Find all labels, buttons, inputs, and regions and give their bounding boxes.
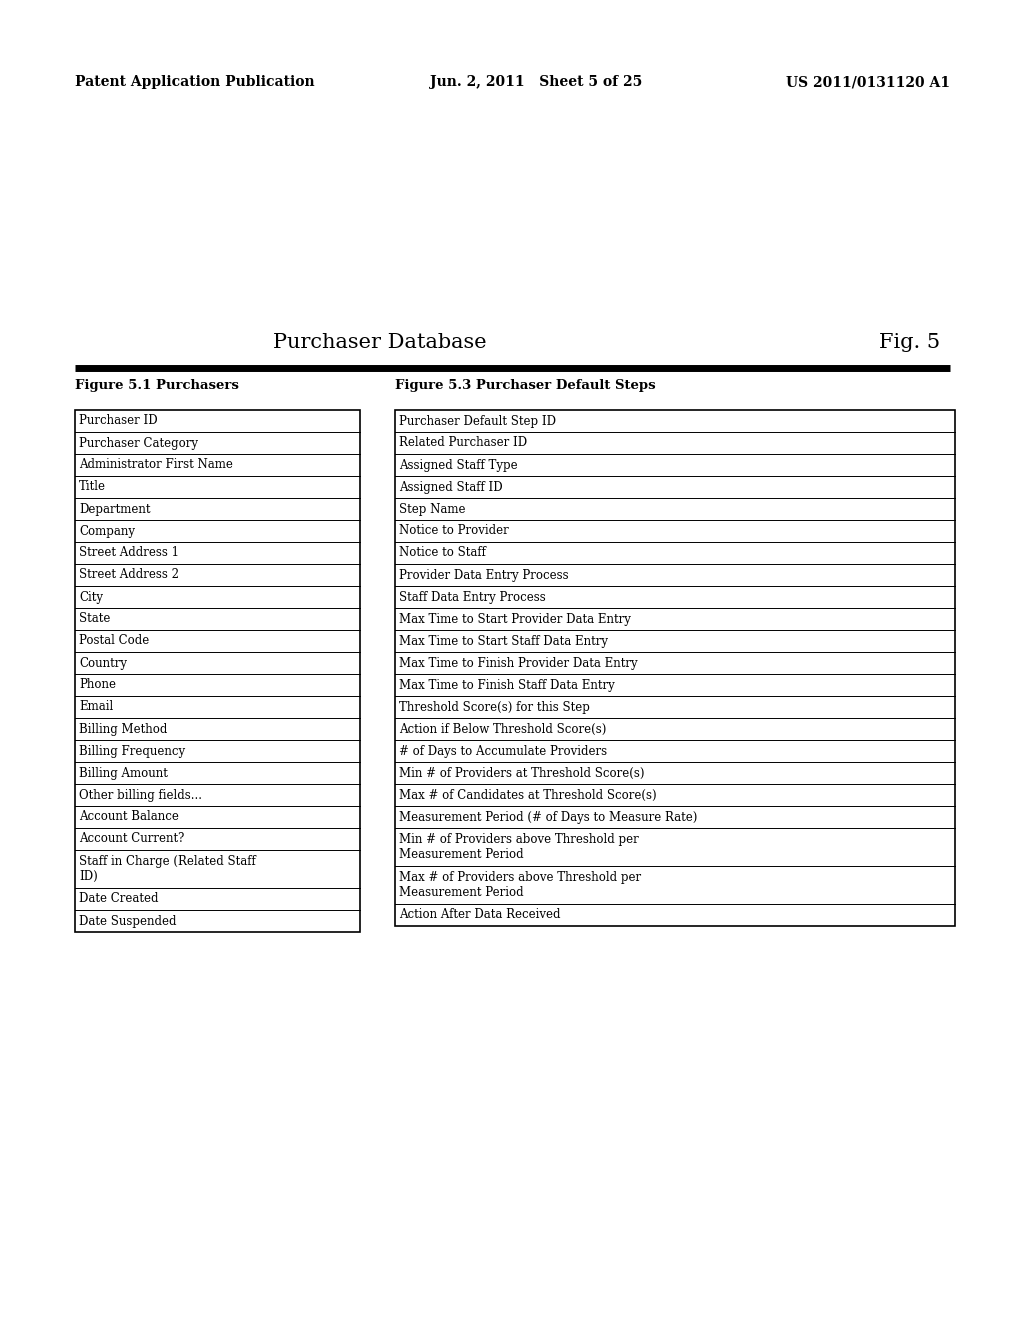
Text: Step Name: Step Name: [399, 503, 466, 516]
Text: Billing Method: Billing Method: [79, 722, 167, 735]
Text: Provider Data Entry Process: Provider Data Entry Process: [399, 569, 568, 582]
Text: Date Created: Date Created: [79, 892, 159, 906]
Text: Purchaser Default Step ID: Purchaser Default Step ID: [399, 414, 556, 428]
Text: Max Time to Finish Staff Data Entry: Max Time to Finish Staff Data Entry: [399, 678, 614, 692]
Text: Postal Code: Postal Code: [79, 635, 150, 648]
Text: Title: Title: [79, 480, 106, 494]
Text: Figure 5.3 Purchaser Default Steps: Figure 5.3 Purchaser Default Steps: [395, 379, 655, 392]
Text: Max # of Providers above Threshold per
Measurement Period: Max # of Providers above Threshold per M…: [399, 871, 641, 899]
Text: Threshold Score(s) for this Step: Threshold Score(s) for this Step: [399, 701, 590, 714]
Text: Min # of Providers above Threshold per
Measurement Period: Min # of Providers above Threshold per M…: [399, 833, 639, 861]
Text: Department: Department: [79, 503, 151, 516]
Text: Street Address 2: Street Address 2: [79, 569, 179, 582]
Text: Phone: Phone: [79, 678, 116, 692]
Text: Max Time to Start Staff Data Entry: Max Time to Start Staff Data Entry: [399, 635, 608, 648]
Text: Company: Company: [79, 524, 135, 537]
Text: Measurement Period (# of Days to Measure Rate): Measurement Period (# of Days to Measure…: [399, 810, 697, 824]
Text: Notice to Provider: Notice to Provider: [399, 524, 509, 537]
Text: Account Balance: Account Balance: [79, 810, 179, 824]
Text: Notice to Staff: Notice to Staff: [399, 546, 485, 560]
Text: # of Days to Accumulate Providers: # of Days to Accumulate Providers: [399, 744, 607, 758]
Text: Administrator First Name: Administrator First Name: [79, 458, 232, 471]
Text: Action After Data Received: Action After Data Received: [399, 908, 560, 921]
Text: Country: Country: [79, 656, 127, 669]
Text: Purchaser ID: Purchaser ID: [79, 414, 158, 428]
Bar: [75, 411, 360, 932]
Text: Assigned Staff Type: Assigned Staff Type: [399, 458, 517, 471]
Text: Email: Email: [79, 701, 114, 714]
Text: US 2011/0131120 A1: US 2011/0131120 A1: [786, 75, 950, 88]
Text: Account Current?: Account Current?: [79, 833, 184, 846]
Text: Patent Application Publication: Patent Application Publication: [75, 75, 314, 88]
Text: Staff in Charge (Related Staff
ID): Staff in Charge (Related Staff ID): [79, 855, 256, 883]
Text: Max Time to Finish Provider Data Entry: Max Time to Finish Provider Data Entry: [399, 656, 638, 669]
Text: Staff Data Entry Process: Staff Data Entry Process: [399, 590, 546, 603]
Text: Other billing fields...: Other billing fields...: [79, 788, 202, 801]
Text: Date Suspended: Date Suspended: [79, 915, 176, 928]
Text: Action if Below Threshold Score(s): Action if Below Threshold Score(s): [399, 722, 606, 735]
Text: Billing Frequency: Billing Frequency: [79, 744, 185, 758]
Bar: [395, 411, 955, 927]
Text: City: City: [79, 590, 103, 603]
Text: Street Address 1: Street Address 1: [79, 546, 179, 560]
Text: Fig. 5: Fig. 5: [879, 333, 940, 352]
Text: Max Time to Start Provider Data Entry: Max Time to Start Provider Data Entry: [399, 612, 631, 626]
Text: State: State: [79, 612, 111, 626]
Text: Min # of Providers at Threshold Score(s): Min # of Providers at Threshold Score(s): [399, 767, 644, 780]
Text: Purchaser Category: Purchaser Category: [79, 437, 198, 450]
Text: Billing Amount: Billing Amount: [79, 767, 168, 780]
Text: Assigned Staff ID: Assigned Staff ID: [399, 480, 503, 494]
Text: Max # of Candidates at Threshold Score(s): Max # of Candidates at Threshold Score(s…: [399, 788, 656, 801]
Text: Figure 5.1 Purchasers: Figure 5.1 Purchasers: [75, 379, 239, 392]
Text: Purchaser Database: Purchaser Database: [273, 333, 486, 352]
Text: Related Purchaser ID: Related Purchaser ID: [399, 437, 527, 450]
Text: Jun. 2, 2011   Sheet 5 of 25: Jun. 2, 2011 Sheet 5 of 25: [430, 75, 642, 88]
